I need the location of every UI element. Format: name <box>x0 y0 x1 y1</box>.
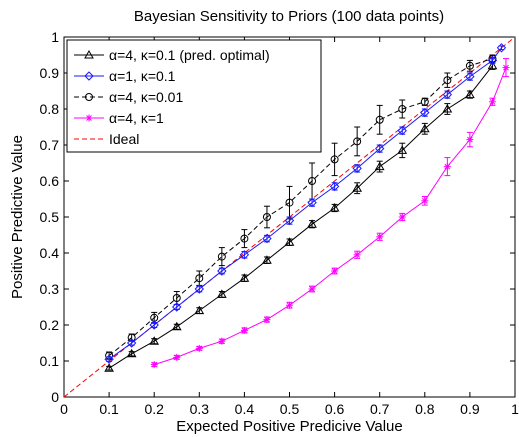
x-tick-label: 0.4 <box>235 401 255 417</box>
data-point <box>151 361 158 368</box>
legend-label: α=1, κ=0.1 <box>109 68 176 84</box>
x-tick-label: 0 <box>60 401 68 417</box>
data-point <box>173 354 180 361</box>
y-tick-label: 0.9 <box>40 65 60 81</box>
y-tick-label: 0.4 <box>40 245 60 261</box>
y-tick-label: 0.5 <box>40 209 60 225</box>
data-point <box>399 214 406 221</box>
x-tick-label: 0.1 <box>99 401 119 417</box>
data-point <box>502 64 509 71</box>
data-point <box>421 197 428 204</box>
chart-title: Bayesian Sensitivity to Priors (100 data… <box>134 8 444 25</box>
data-point <box>263 316 270 323</box>
y-tick-label: 0.7 <box>40 137 60 153</box>
x-tick-label: 0.6 <box>325 401 345 417</box>
x-tick-label: 0.8 <box>415 401 435 417</box>
legend-label: Ideal <box>109 131 139 147</box>
x-axis-title: Expected Positive Predicive Value <box>176 418 403 435</box>
data-point <box>309 286 316 293</box>
y-tick-label: 0.1 <box>40 353 60 369</box>
data-point <box>489 98 496 105</box>
data-point <box>218 338 225 345</box>
x-tick-label: 1 <box>511 401 519 417</box>
data-point <box>331 268 338 275</box>
data-point <box>354 251 361 258</box>
y-tick-label: 1 <box>51 29 59 45</box>
legend-label: α=4, κ=1 <box>109 110 164 126</box>
y-tick-label: 0.3 <box>40 281 60 297</box>
data-point <box>376 233 383 240</box>
x-tick-label: 0.5 <box>280 401 300 417</box>
legend-label: α=4, κ=0.01 <box>109 89 183 105</box>
x-tick-label: 0.3 <box>190 401 210 417</box>
y-tick-label: 0.8 <box>40 101 60 117</box>
y-tick-label: 0 <box>51 389 59 405</box>
legend-label: α=4, κ=0.1 (pred. optimal) <box>109 47 270 63</box>
data-point <box>196 345 203 352</box>
legend-marker <box>86 115 93 122</box>
x-tick-label: 0.9 <box>460 401 480 417</box>
x-tick-label: 0.2 <box>144 401 164 417</box>
y-tick-label: 0.2 <box>40 317 60 333</box>
data-point <box>241 327 248 334</box>
data-point <box>466 136 473 143</box>
y-tick-label: 0.6 <box>40 173 60 189</box>
legend: α=4, κ=0.1 (pred. optimal) α=1, κ=0.1 α=4,… <box>67 40 321 152</box>
data-point <box>444 163 451 170</box>
y-axis-title: Positive Predictive Value <box>9 135 26 299</box>
data-point <box>286 302 293 309</box>
x-tick-label: 0.7 <box>370 401 390 417</box>
